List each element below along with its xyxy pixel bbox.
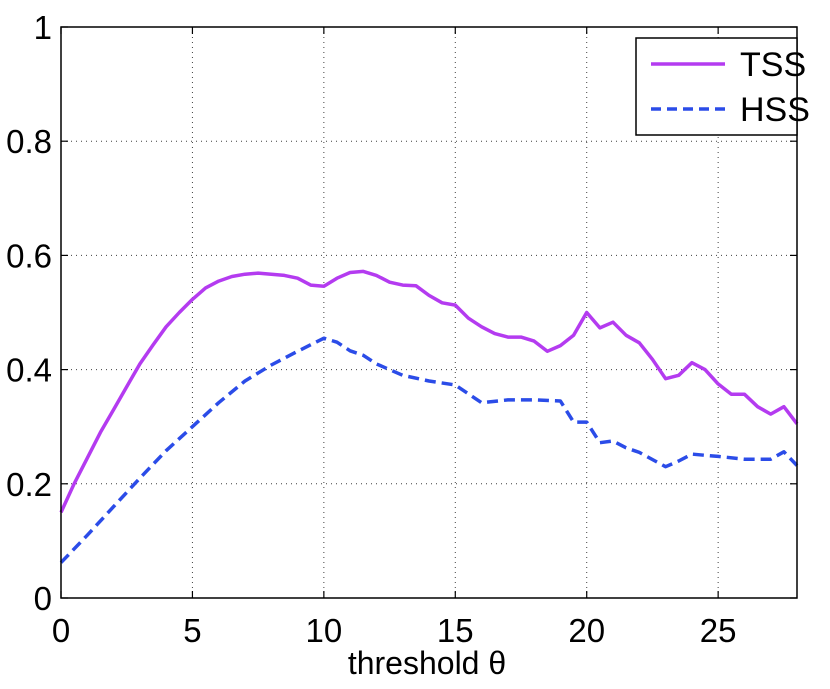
y-tick-label-1: 0.2 [6, 466, 52, 503]
legend: TSS HSS [635, 37, 810, 136]
y-tick-label-3: 0.6 [6, 237, 52, 274]
y-tick-label-0: 0 [34, 580, 52, 617]
x-axis-label: threshold θ [348, 645, 506, 681]
y-tick-label-4: 0.8 [6, 123, 52, 160]
x-tick-label-1: 5 [183, 612, 201, 649]
series-line-hss [59, 336, 799, 564]
axis-ticks: 0 5 10 15 20 25 0 0.2 0.4 0.6 0.8 1 [6, 9, 797, 649]
legend-label-tss: TSS [740, 46, 806, 84]
y-tick-label-5: 1 [34, 9, 52, 46]
x-tick-label-2: 10 [305, 612, 342, 649]
legend-label-hss: HSS [740, 91, 810, 129]
x-tick-label-0: 0 [52, 612, 70, 649]
y-tick-label-2: 0.4 [6, 352, 52, 389]
x-tick-label-3: 15 [437, 612, 474, 649]
plot-frame [60, 26, 798, 599]
x-tick-label-5: 25 [700, 612, 737, 649]
plot-series [59, 269, 799, 564]
series-line-tss [59, 269, 799, 514]
x-tick-label-4: 20 [568, 612, 605, 649]
legend-box [635, 37, 798, 136]
